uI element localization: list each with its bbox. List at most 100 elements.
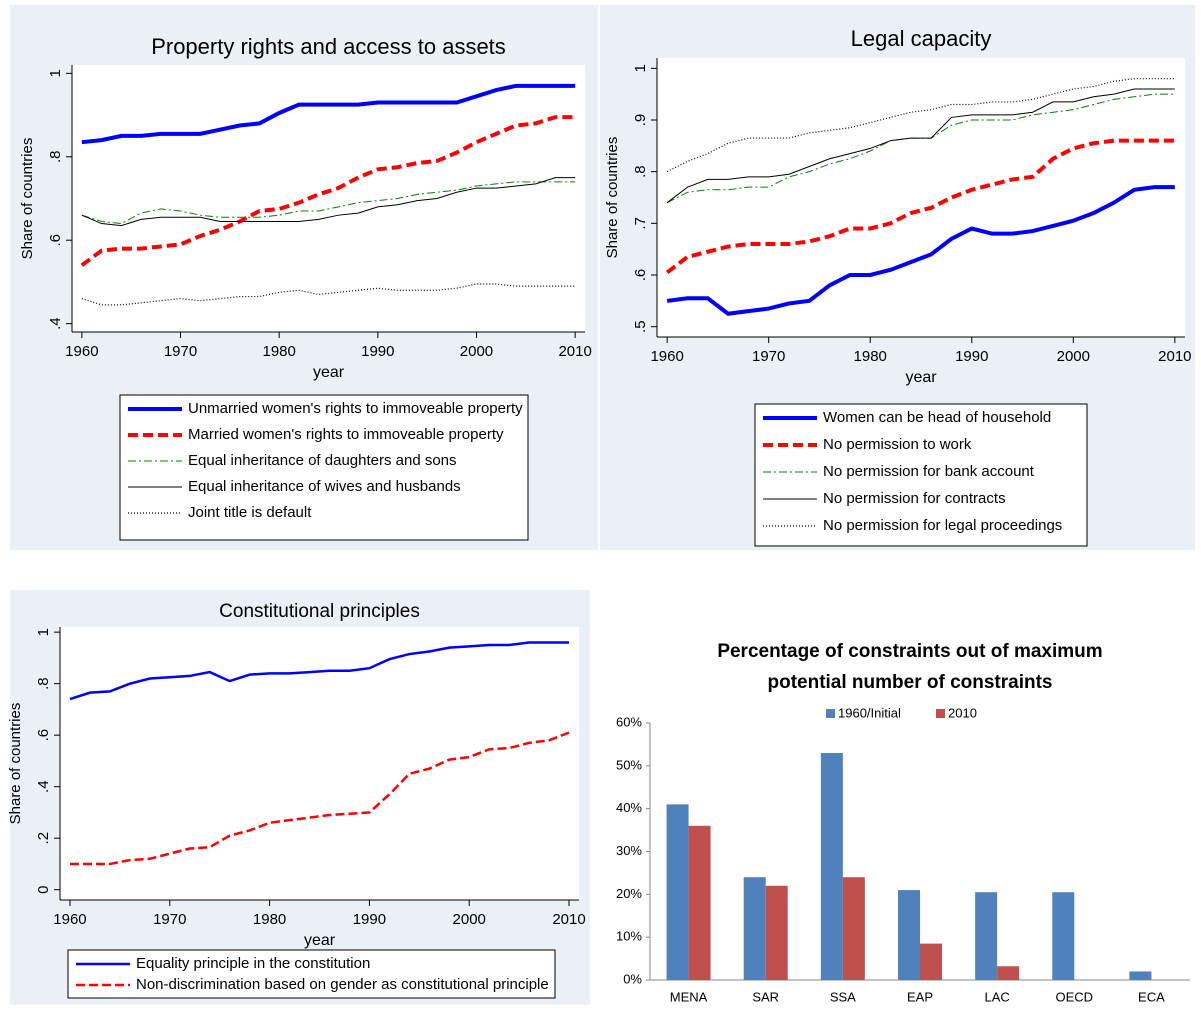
x-tick-label: SAR [752,989,779,1004]
chart-title: potential number of constraints [767,672,1052,693]
legend-label: No permission to work [823,436,972,453]
series-line [666,88,1175,204]
bar [997,966,1020,980]
y-axis-label: Share of countries [7,703,24,825]
y-tick-label: .7 [632,217,649,230]
y-tick-label: .6 [47,234,64,247]
chart-title: Constitutional principles [219,601,420,622]
plot-area [657,58,1185,337]
legend-box [754,403,1088,547]
series-line [80,115,576,267]
series-line [69,731,570,866]
x-tick-label: 1970 [153,911,186,928]
series-line [666,185,1175,316]
x-tick-label: 1990 [955,348,988,365]
x-tick-label: 2010 [558,343,591,360]
bar [666,804,689,980]
legend-label: Unmarried women's rights to immoveable p… [188,400,523,417]
x-tick-label: 2000 [1057,348,1090,365]
y-tick-label: 60% [616,714,642,729]
legend-label: 1960/Initial [838,705,901,720]
y-tick-label: 1 [632,64,649,72]
x-tick-label: EAP [907,989,933,1004]
series-line [81,181,576,225]
y-tick-label: .8 [47,151,64,164]
y-tick-label: .9 [632,114,649,127]
legend-label: Joint title is default [188,504,312,521]
y-tick-label: .4 [47,317,64,330]
bar [765,885,788,980]
y-tick-label: 0 [35,886,52,894]
bar [820,752,843,980]
bar [898,890,920,980]
x-tick-label: MENA [670,989,708,1004]
y-tick-label: .6 [35,729,52,742]
x-tick-label: 1960 [53,911,86,928]
y-tick-label: .4 [35,780,52,793]
y-tick-label: .2 [35,832,52,845]
y-axis-label: Share of countries [604,137,621,259]
y-tick-label: 0% [623,971,642,986]
x-tick-label: 1960 [65,343,98,360]
x-tick-label: SSA [830,989,856,1004]
y-tick-label: 1 [47,69,64,77]
bar [743,877,766,980]
legend-label: Equal inheritance of wives and husbands [188,478,461,495]
series-line [69,641,570,701]
chart-title: Percentage of constraints out of maximum [717,641,1102,662]
legend-box [67,949,556,999]
x-axis-label: year [304,932,336,949]
y-axis-label: Share of countries [19,138,36,260]
legend-swatch [826,709,835,718]
x-tick-label: 1980 [253,911,286,928]
plot-area [72,65,585,332]
legend-label: Equal inheritance of daughters and sons [188,452,457,469]
legend-label: No permission for bank account [823,463,1035,480]
x-tick-label: LAC [984,989,1009,1004]
y-tick-label: 20% [616,886,642,901]
bar [1052,892,1075,980]
bar [842,877,865,980]
legend-swatch [936,709,945,718]
x-axis-label: year [905,369,937,386]
y-tick-label: 40% [616,800,642,815]
x-tick-label: 2000 [453,911,486,928]
series-line [666,78,1175,173]
x-tick-label: 1970 [164,343,197,360]
x-tick-label: ECA [1138,989,1165,1004]
legend-label: 2010 [948,705,977,720]
legend-label: No permission for legal proceedings [823,517,1062,534]
y-tick-label: .8 [35,677,52,690]
x-tick-label: 1980 [262,343,295,360]
series-line [666,93,1175,204]
chart-title: Property rights and access to assets [151,34,506,59]
x-tick-label: 1990 [353,911,386,928]
x-tick-label: 1960 [650,348,683,365]
legend-label: No permission for contracts [823,490,1006,507]
y-tick-label: .5 [632,320,649,333]
legend-label: Married women's rights to immoveable pro… [188,426,504,443]
y-tick-label: .6 [632,269,649,282]
series-line [665,138,1175,275]
legend-box [119,394,529,541]
x-tick-label: 1980 [854,348,887,365]
y-tick-label: 1 [35,628,52,636]
bar [920,943,942,980]
series-line [81,177,576,227]
y-tick-label: .8 [632,165,649,178]
x-tick-label: 2010 [552,911,585,928]
chart-title: Legal capacity [851,26,992,51]
y-tick-label: 30% [616,843,642,858]
legend-label: Equality principle in the constitution [136,955,370,972]
legend-label: Women can be head of household [823,409,1051,426]
x-tick-label: 1990 [361,343,394,360]
series-line [81,83,576,145]
x-tick-label: 2000 [460,343,493,360]
y-tick-label: 10% [616,929,642,944]
bar [1129,971,1152,980]
legend-label: Non-discrimination based on gender as co… [136,976,549,993]
bar [975,892,998,980]
x-tick-label: OECD [1056,989,1094,1004]
y-tick-label: 50% [616,757,642,772]
